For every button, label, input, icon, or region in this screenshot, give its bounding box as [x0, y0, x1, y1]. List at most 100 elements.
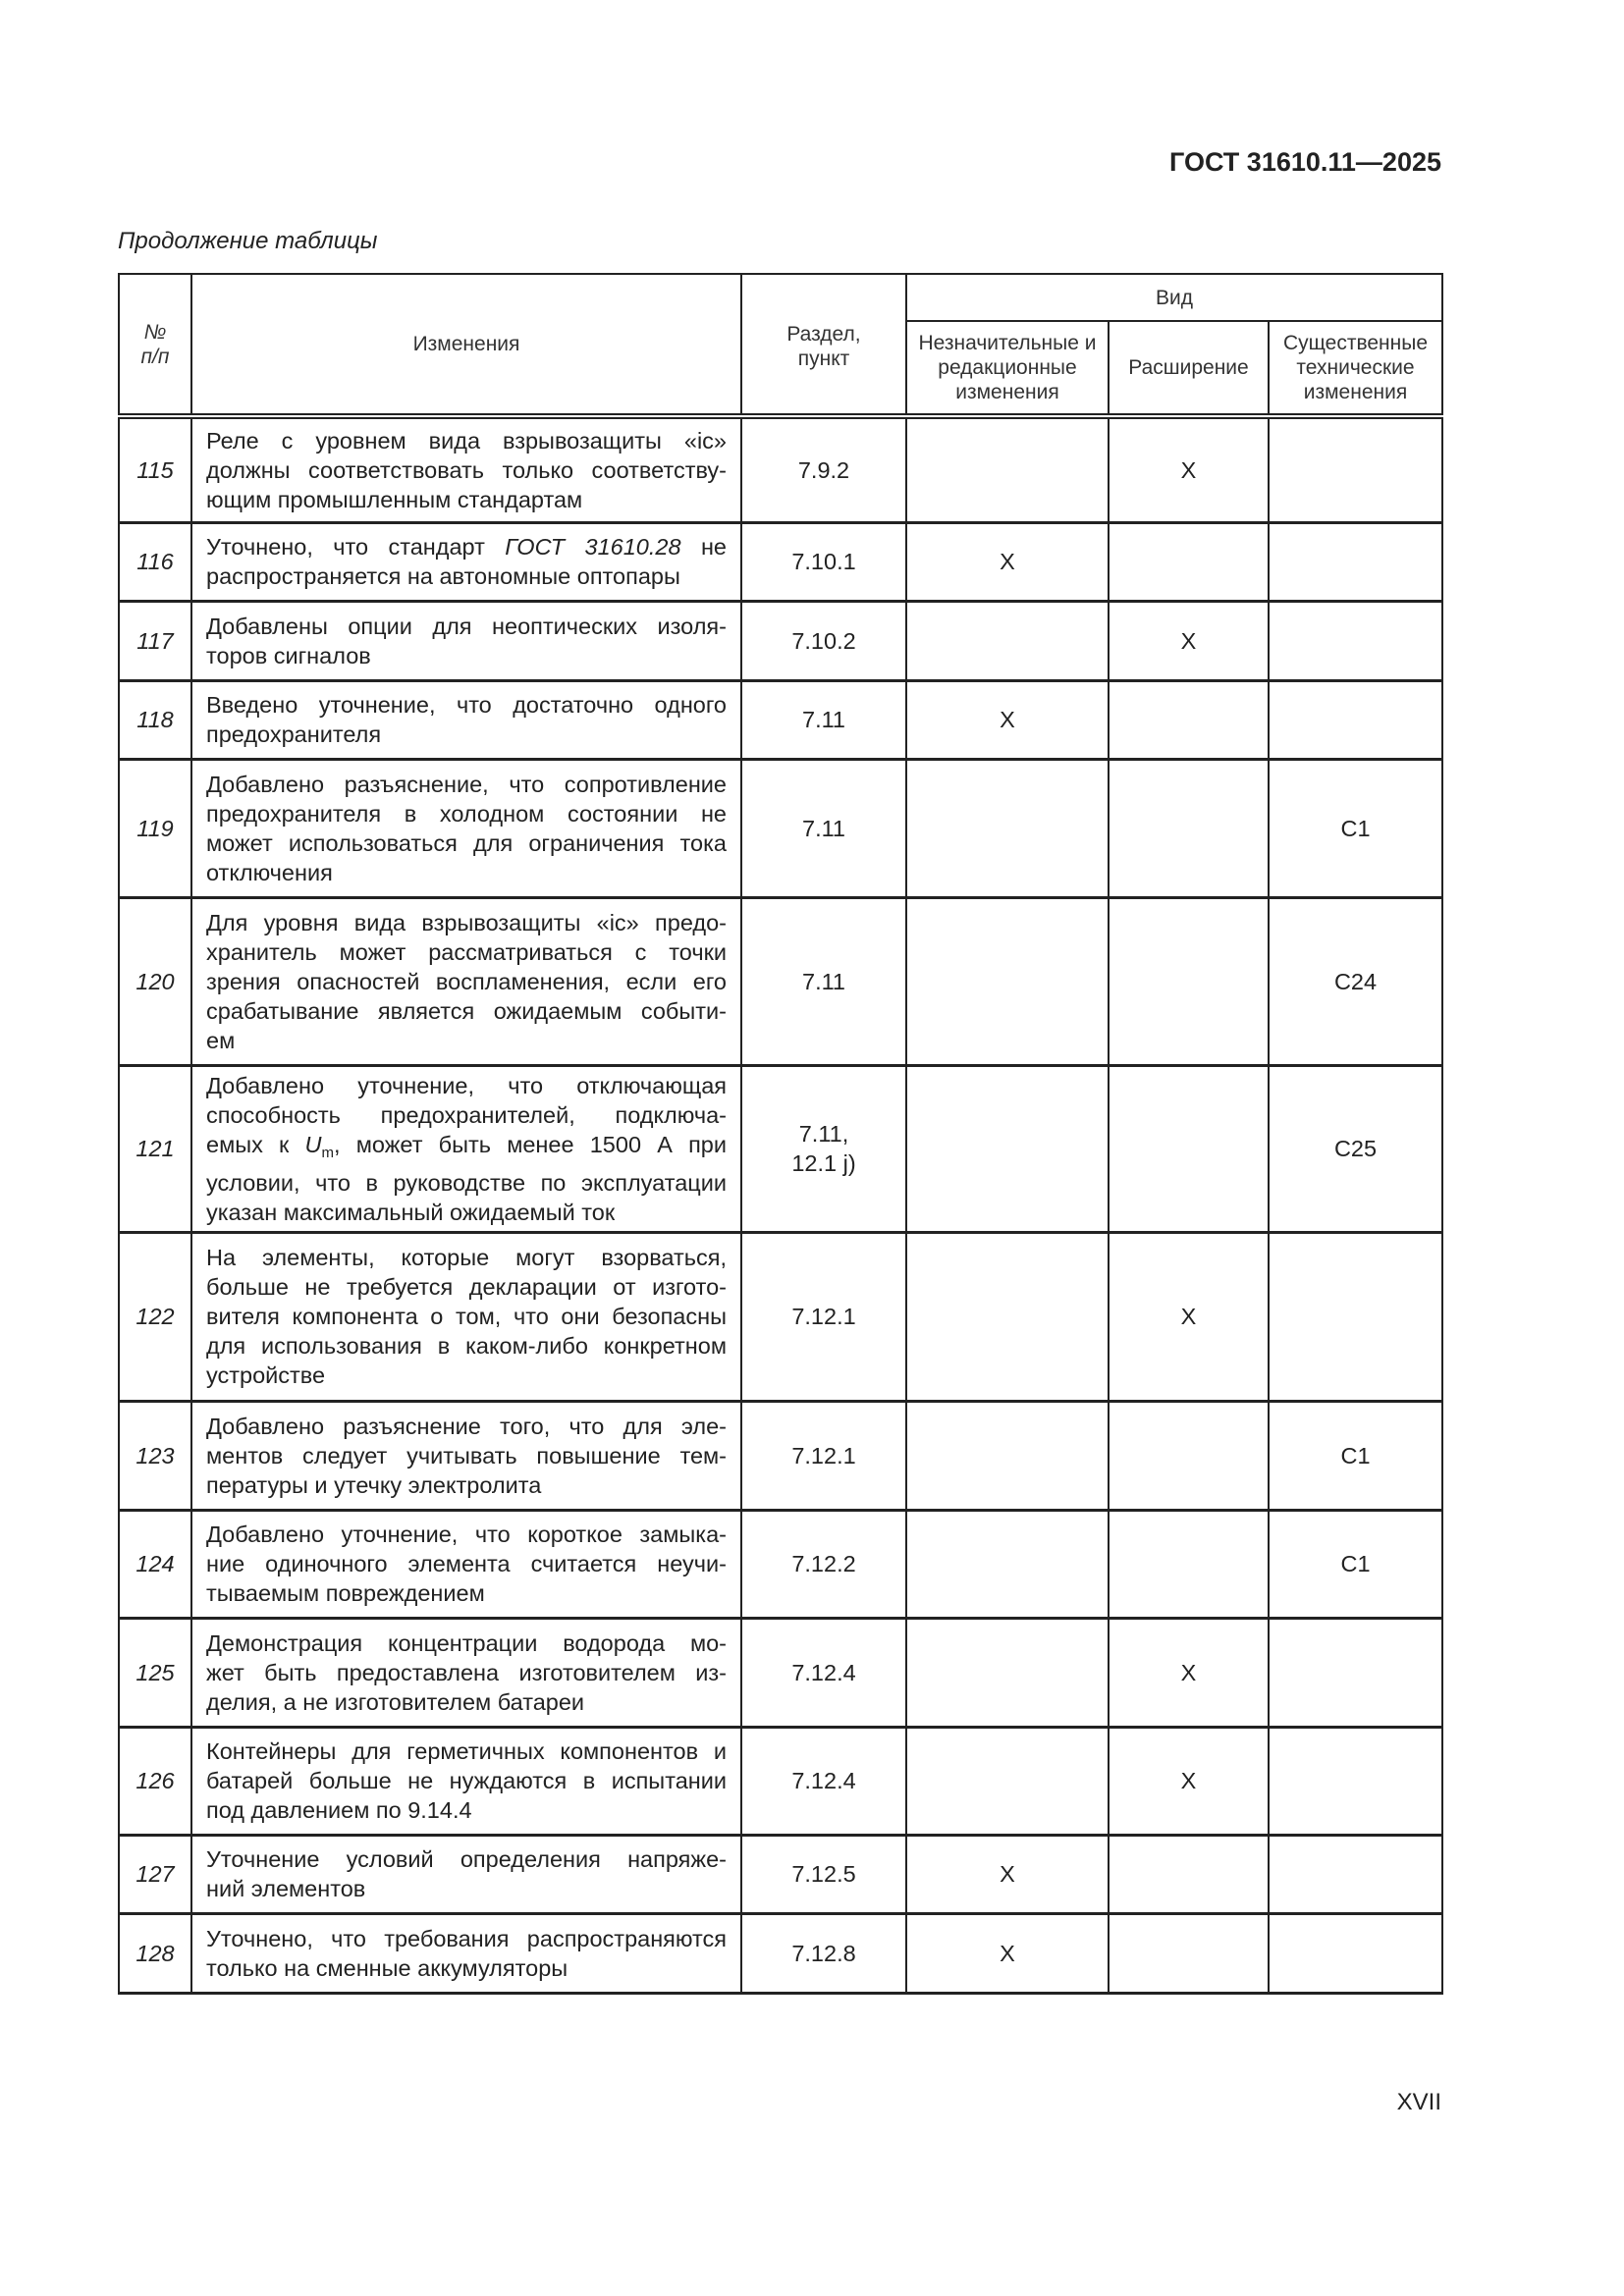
table-continuation-label: Продолжение таблицы	[118, 228, 378, 254]
description-line: может использоваться для ограничения ток…	[206, 829, 727, 856]
description-line: для использования в каком-либо конкретно…	[206, 1333, 727, 1359]
description-line: под давлением по 9.14.4	[206, 1797, 472, 1823]
table-row: 123 Добавлено разъяснение того, что для э…	[118, 1400, 1444, 1512]
minor-change-mark	[905, 1400, 1110, 1512]
minor-change-mark	[905, 1726, 1110, 1837]
section-ref: 7.12.1	[740, 1231, 907, 1403]
table-row: 124 Добавлено уточнение, что короткое зам…	[118, 1509, 1444, 1620]
extension-mark	[1108, 521, 1270, 603]
minor-change-mark	[905, 1509, 1110, 1620]
header-changes: Изменения	[190, 273, 742, 419]
major-change-mark	[1267, 1834, 1444, 1915]
table-row: 118 Введено уточнение, что достаточно одн…	[118, 679, 1444, 761]
row-number: 123	[118, 1400, 192, 1512]
description-line: распространяется на автономные оптопары	[206, 563, 680, 589]
document-id: ГОСТ 31610.11—2025	[1169, 147, 1441, 177]
description-line: Добавлено уточнение, что отключающая	[206, 1072, 727, 1098]
minor-change-mark: X	[905, 1834, 1110, 1915]
section-ref: 7.12.8	[740, 1912, 907, 1995]
change-description: Добавлены опции для неоптических изоля-т…	[190, 600, 742, 682]
minor-change-mark	[905, 1617, 1110, 1729]
description-line: Реле с уровнем вида взрывозащиты «ic»	[206, 427, 727, 454]
extension-mark	[1108, 1912, 1270, 1995]
description-line: батарей больше не нуждаются в испытании	[206, 1768, 727, 1793]
section-ref: 7.12.4	[740, 1617, 907, 1729]
row-number: 115	[118, 415, 192, 524]
description-line: Добавлено разъяснение того, что для эле-	[206, 1413, 727, 1439]
header-minor: Незначительные и редакционные изменения	[905, 320, 1110, 419]
change-description: Уточнено, что стандарт ГОСТ 31610.28 не р…	[190, 521, 742, 603]
change-description: Добавлено уточнение, что короткое замыка…	[190, 1509, 742, 1620]
table-row: 125 Демонстрация концентрации водорода мо…	[118, 1617, 1444, 1729]
description-line: пературы и утечку электролита	[206, 1471, 542, 1498]
extension-mark: X	[1108, 1617, 1270, 1729]
extension-mark	[1108, 758, 1270, 899]
description-line: Уточнение условий определения напряже-	[206, 1846, 727, 1872]
major-change-mark: C25	[1267, 1064, 1444, 1234]
description-line: жет быть предоставлена изготовителем из-	[206, 1659, 727, 1685]
description-line: Введено уточнение, что достаточно одного	[206, 692, 727, 718]
row-number: 119	[118, 758, 192, 899]
description-line: Для уровня вида взрывозащиты «ic» предо-	[206, 909, 727, 935]
row-number: 121	[118, 1064, 192, 1234]
header-num: № п/п	[118, 273, 192, 419]
change-description: Уточнено, что требования распространяютс…	[190, 1912, 742, 1995]
description-line: предохранителя	[206, 721, 382, 747]
table-row: 121 Добавлено уточнение, что отключающая с…	[118, 1064, 1444, 1234]
table-row: 128 Уточнено, что требования распространя…	[118, 1912, 1444, 1995]
minor-change-mark	[905, 415, 1110, 524]
major-change-mark: C1	[1267, 758, 1444, 899]
description-line: Контейнеры для герметичных компонентов и	[206, 1738, 727, 1764]
description-line: ментов следует учитывать повышение тем-	[206, 1442, 727, 1468]
extension-mark	[1108, 679, 1270, 761]
section-ref: 7.12.4	[740, 1726, 907, 1837]
minor-change-mark: X	[905, 521, 1110, 603]
description-line: способность предохранителей, подключа-	[206, 1101, 727, 1128]
header-major-text: Существенные технические изменения	[1282, 332, 1429, 403]
change-description: Добавлено уточнение, что отключающая спос…	[190, 1064, 742, 1234]
section-ref: 7.11, 12.1 j)	[740, 1064, 907, 1234]
section-ref: 7.11	[740, 679, 907, 761]
extension-mark: X	[1108, 1726, 1270, 1837]
minor-change-mark	[905, 600, 1110, 682]
section-ref: 7.10.1	[740, 521, 907, 603]
extension-mark	[1108, 1509, 1270, 1620]
major-change-mark	[1267, 415, 1444, 524]
table-row: 122 На элементы, которые могут взорваться…	[118, 1231, 1444, 1403]
description-line: срабатывание является ожидаемым событи-	[206, 997, 727, 1024]
major-change-mark	[1267, 1617, 1444, 1729]
row-number: 120	[118, 896, 192, 1067]
description-line: отключения	[206, 859, 333, 885]
major-change-mark	[1267, 1912, 1444, 1995]
minor-change-mark: X	[905, 679, 1110, 761]
row-number: 127	[118, 1834, 192, 1915]
header-num-text: № п/п	[140, 320, 170, 368]
description-line: ем	[206, 1027, 236, 1053]
description-line: предохранителя в холодном состоянии не	[206, 800, 727, 827]
row-number: 118	[118, 679, 192, 761]
description-line: только на сменные аккумуляторы	[206, 1954, 568, 1981]
change-description: Контейнеры для герметичных компонентов и…	[190, 1726, 742, 1837]
header-section: Раздел, пункт	[740, 273, 907, 419]
row-number: 117	[118, 600, 192, 682]
change-description: Уточнение условий определения напряже-ни…	[190, 1834, 742, 1915]
table-row: 127 Уточнение условий определения напряже…	[118, 1834, 1444, 1915]
description-line: Добавлено разъяснение, что сопротивление	[206, 771, 727, 797]
description-line: устройстве	[206, 1362, 326, 1388]
description-line: На элементы, которые могут взорваться,	[206, 1245, 727, 1270]
change-description: Введено уточнение, что достаточно одного…	[190, 679, 742, 761]
major-change-mark	[1267, 600, 1444, 682]
row-number: 125	[118, 1617, 192, 1729]
description-line: должны соответствовать только соответств…	[206, 456, 727, 483]
change-description: На элементы, которые могут взорваться, бо…	[190, 1231, 742, 1403]
header-extension: Расширение	[1108, 320, 1270, 419]
description-line: хранитель может рассматриваться с точки	[206, 938, 727, 965]
section-ref: 7.12.5	[740, 1834, 907, 1915]
change-description: Демонстрация концентрации водорода мо-же…	[190, 1617, 742, 1729]
section-ref: 7.9.2	[740, 415, 907, 524]
page-number: XVII	[1396, 2089, 1441, 2115]
extension-mark: X	[1108, 1231, 1270, 1403]
description-line: емых к Um, может быть менее 1500 А при	[206, 1131, 727, 1161]
table-row: 116 Уточнено, что стандарт ГОСТ 31610.28 …	[118, 521, 1444, 603]
section-ref: 7.12.1	[740, 1400, 907, 1512]
